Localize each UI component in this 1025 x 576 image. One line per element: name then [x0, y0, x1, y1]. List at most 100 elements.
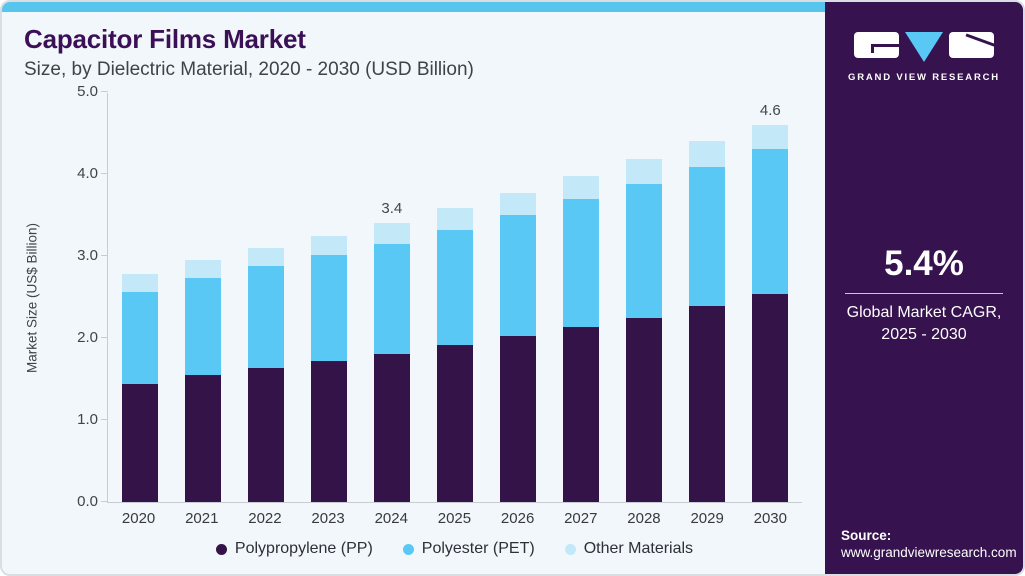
bar-2021 [184, 260, 221, 502]
y-tick-mark [101, 501, 108, 502]
legend-label: Other Materials [583, 540, 694, 557]
bar-2030: 4.6 [752, 101, 789, 502]
y-tick-mark [101, 255, 108, 256]
x-tick-label-2021: 2021 [185, 510, 219, 527]
page-subtitle: Size, by Dielectric Material, 2020 - 203… [24, 59, 474, 80]
y-axis-label: Market Size (US$ Billion) [24, 222, 40, 374]
source-label: Source: [841, 528, 892, 543]
page-title: Capacitor Films Market [24, 24, 306, 54]
value-label-2024: 3.4 [381, 200, 403, 218]
bar-stack [500, 192, 536, 502]
cagr-label-line1: Global Market CAGR, [846, 304, 1002, 321]
segment-other-materials [500, 192, 536, 216]
x-tick-label-2026: 2026 [500, 510, 535, 527]
logo-v-icon [905, 32, 943, 62]
legend-item-polyester-pet-: Polyester (PET) [402, 540, 535, 558]
segment-other-materials [121, 274, 158, 293]
cagr-label-line2: 2025 - 2030 [881, 325, 967, 343]
plot-area: 0.0 1.0 2.0 3.0 4.0 5.0 3.4 4.6 [77, 84, 802, 510]
x-tick-label-2030: 2030 [753, 510, 787, 527]
segment-polypropylene-pp- [563, 327, 600, 502]
legend-label: Polypropylene (PP) [234, 540, 373, 557]
y-tick-mark [101, 91, 108, 92]
y-tick-mark [101, 173, 108, 174]
legend-dot-icon [564, 543, 576, 555]
bar-stack [373, 223, 410, 502]
logo-r-icon [949, 32, 994, 58]
segment-other-materials [626, 159, 663, 184]
bar-stack [310, 235, 347, 502]
segment-polyester-pet- [247, 265, 284, 368]
segment-other-materials [247, 247, 284, 266]
segment-other-materials [563, 176, 600, 200]
x-tick-label-2029: 2029 [690, 510, 724, 527]
bar-2022 [247, 247, 284, 502]
segment-polypropylene-pp- [500, 336, 536, 502]
x-tick-label-2028: 2028 [627, 510, 661, 527]
bar-2025 [436, 208, 473, 502]
gvr-logo: GRAND VIEW RESEARCH [825, 32, 1023, 83]
segment-polypropylene-pp- [121, 383, 158, 502]
cagr-divider [845, 293, 1003, 294]
segment-polyester-pet- [752, 149, 789, 294]
legend-label: Polyester (PET) [421, 540, 535, 557]
cagr-block: 5.4% Global Market CAGR, 2025 - 2030 [825, 244, 1023, 345]
y-tick-mark [101, 337, 108, 338]
source-block: Source: www.grandviewresearch.com [841, 528, 1017, 560]
cagr-value: 5.4% [884, 244, 964, 283]
segment-polyester-pet- [373, 243, 410, 354]
segment-polypropylene-pp- [184, 374, 221, 502]
bar-stack [247, 247, 284, 502]
segment-polyester-pet- [310, 255, 347, 361]
y-tick-mark [101, 419, 108, 420]
x-tick-label-2020: 2020 [121, 510, 156, 527]
segment-other-materials [310, 235, 347, 256]
y-tick-label: 2.0 [77, 329, 98, 346]
y-tick-label: 1.0 [77, 411, 98, 428]
segment-other-materials [184, 260, 221, 279]
segment-polyester-pet- [626, 183, 663, 319]
bar-2024: 3.4 [373, 200, 410, 502]
sidebar: GRAND VIEW RESEARCH 5.4% Global Market C… [825, 2, 1023, 574]
segment-polyester-pet- [563, 199, 600, 328]
bar-2028 [626, 159, 663, 502]
top-accent-strip [2, 2, 825, 12]
source-url: www.grandviewresearch.com [841, 545, 1017, 560]
bar-2023 [310, 235, 347, 502]
x-tick-label-2022: 2022 [248, 510, 282, 527]
segment-polypropylene-pp- [752, 293, 789, 502]
bars-container: 3.4 4.6 [108, 93, 802, 502]
bar-2029 [689, 141, 726, 502]
segment-other-materials [689, 141, 726, 167]
chart-panel: Capacitor Films Market Size, by Dielectr… [2, 2, 825, 574]
y-tick-label: 5.0 [77, 83, 98, 100]
segment-polypropylene-pp- [310, 360, 347, 502]
segment-polypropylene-pp- [247, 367, 284, 502]
segment-polyester-pet- [689, 166, 726, 307]
bar-stack [184, 260, 221, 502]
segment-polypropylene-pp- [689, 306, 726, 502]
legend-dot-icon [215, 543, 227, 555]
x-tick-label-2027: 2027 [564, 510, 598, 527]
x-tick-label-2024: 2024 [374, 510, 408, 527]
cagr-label: Global Market CAGR, 2025 - 2030 [825, 302, 1023, 345]
legend: Polypropylene (PP) Polyester (PET) Other M… [107, 540, 802, 558]
bar-stack [563, 176, 600, 502]
legend-item-other-materials: Other Materials [564, 540, 694, 558]
segment-other-materials [752, 124, 789, 150]
bar-2020 [121, 274, 158, 502]
legend-item-polypropylene-pp-: Polypropylene (PP) [215, 540, 373, 558]
segment-polypropylene-pp- [626, 318, 663, 502]
bar-stack [626, 159, 663, 502]
segment-polyester-pet- [184, 278, 221, 375]
segment-polypropylene-pp- [436, 345, 473, 502]
segment-polyester-pet- [121, 292, 158, 384]
bar-stack [436, 208, 473, 502]
bar-stack [689, 141, 726, 502]
segment-polyester-pet- [436, 229, 473, 346]
x-tick-label-2025: 2025 [437, 510, 472, 527]
x-axis-labels: 2020 2021 2022 2023 2024 2025 2026 2027 2028 2029… [107, 510, 802, 527]
bar-stack [752, 124, 789, 502]
segment-other-materials [436, 208, 473, 230]
value-label-2030: 4.6 [759, 101, 781, 119]
